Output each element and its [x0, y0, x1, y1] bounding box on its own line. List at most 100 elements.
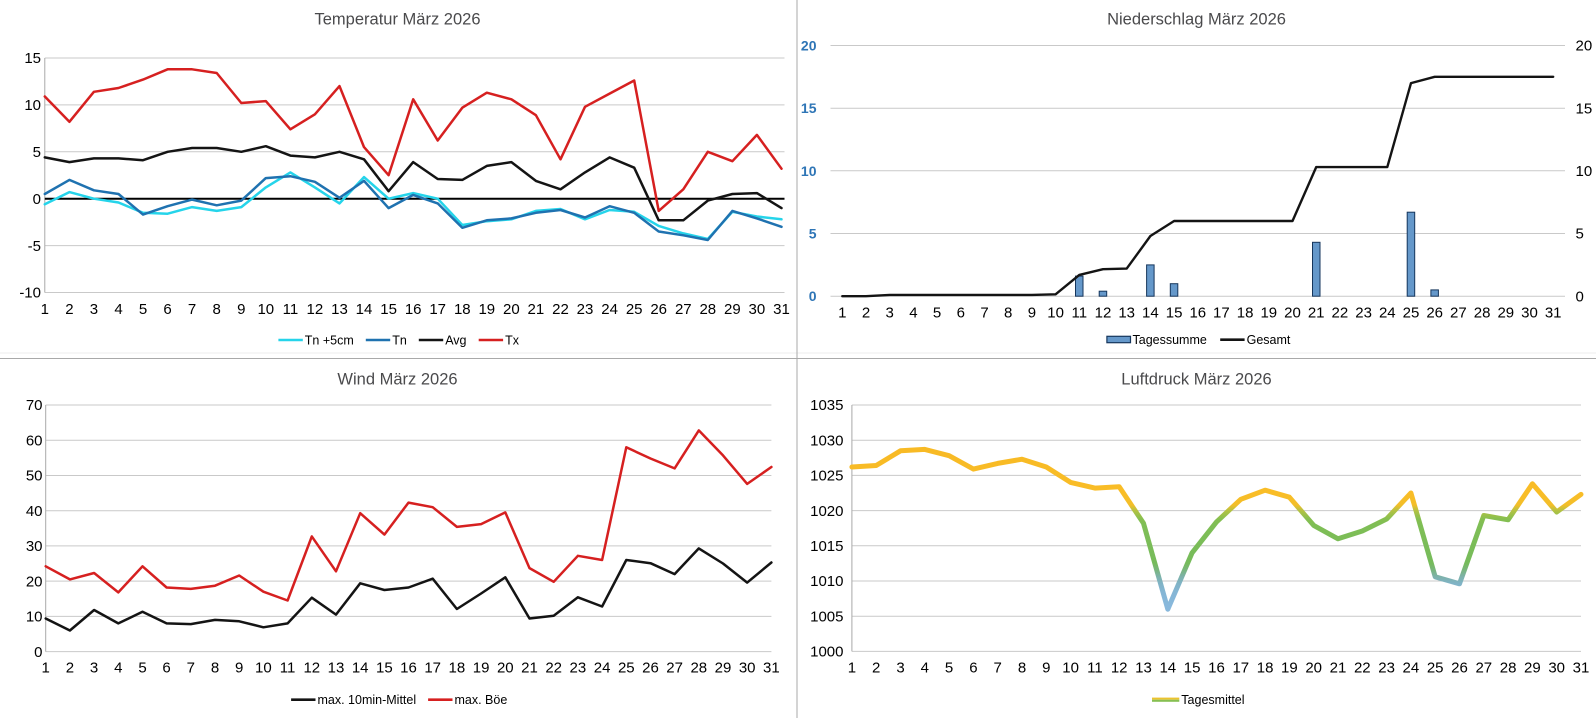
svg-text:28: 28: [690, 660, 707, 677]
svg-text:1: 1: [41, 301, 49, 318]
svg-text:10: 10: [24, 97, 41, 114]
svg-text:17: 17: [1232, 660, 1249, 677]
svg-text:4: 4: [114, 660, 122, 677]
svg-text:10: 10: [1047, 305, 1064, 322]
svg-text:24: 24: [1379, 305, 1396, 322]
svg-text:23: 23: [570, 660, 587, 677]
svg-text:14: 14: [352, 660, 369, 677]
svg-text:16: 16: [405, 301, 422, 318]
svg-text:27: 27: [1475, 660, 1492, 677]
svg-text:30: 30: [26, 538, 43, 555]
svg-text:2: 2: [862, 305, 870, 322]
svg-text:12: 12: [1095, 305, 1112, 322]
svg-text:7: 7: [188, 301, 196, 318]
svg-text:1030: 1030: [810, 432, 843, 449]
svg-text:31: 31: [763, 660, 780, 677]
svg-text:18: 18: [1237, 305, 1254, 322]
svg-text:3: 3: [886, 305, 894, 322]
svg-text:10: 10: [1062, 660, 1079, 677]
svg-text:23: 23: [577, 301, 594, 318]
svg-text:10: 10: [1576, 163, 1593, 180]
svg-text:19: 19: [478, 301, 495, 318]
svg-text:22: 22: [545, 660, 562, 677]
svg-text:1035: 1035: [810, 397, 843, 414]
svg-text:5: 5: [33, 144, 41, 161]
svg-text:Tn: Tn: [392, 333, 407, 347]
svg-text:15: 15: [1184, 660, 1201, 677]
svg-text:15: 15: [1576, 100, 1593, 117]
svg-text:18: 18: [1257, 660, 1274, 677]
svg-text:12: 12: [1111, 660, 1128, 677]
svg-text:8: 8: [1018, 660, 1026, 677]
svg-text:23: 23: [1355, 305, 1372, 322]
svg-text:15: 15: [24, 50, 41, 67]
svg-text:22: 22: [1332, 305, 1349, 322]
svg-text:21: 21: [528, 301, 545, 318]
svg-text:26: 26: [1451, 660, 1468, 677]
svg-text:Avg: Avg: [445, 333, 466, 347]
svg-text:10: 10: [26, 609, 43, 626]
svg-text:1: 1: [848, 660, 856, 677]
svg-text:22: 22: [552, 301, 569, 318]
svg-text:11: 11: [1087, 660, 1103, 677]
svg-text:22: 22: [1354, 660, 1371, 677]
svg-text:31: 31: [1545, 305, 1562, 322]
svg-text:24: 24: [1403, 660, 1420, 677]
svg-text:20: 20: [1305, 660, 1322, 677]
svg-text:26: 26: [1426, 305, 1443, 322]
svg-text:50: 50: [26, 468, 43, 485]
svg-text:10: 10: [801, 163, 817, 179]
svg-text:13: 13: [1135, 660, 1152, 677]
svg-text:max. Böe: max. Böe: [455, 693, 508, 707]
svg-text:20: 20: [503, 301, 520, 318]
svg-text:30: 30: [739, 660, 756, 677]
svg-text:27: 27: [675, 301, 692, 318]
svg-text:Wind März 2026: Wind März 2026: [337, 371, 457, 389]
svg-text:30: 30: [1521, 305, 1538, 322]
svg-text:3: 3: [90, 301, 98, 318]
svg-text:3: 3: [90, 660, 98, 677]
svg-text:Luftdruck März 2026: Luftdruck März 2026: [1121, 371, 1271, 389]
svg-text:9: 9: [1028, 305, 1036, 322]
svg-text:20: 20: [26, 573, 43, 590]
svg-text:2: 2: [66, 660, 74, 677]
svg-text:20: 20: [1576, 38, 1593, 55]
svg-text:-10: -10: [19, 285, 41, 302]
svg-text:29: 29: [724, 301, 741, 318]
svg-text:29: 29: [715, 660, 732, 677]
svg-text:40: 40: [26, 503, 43, 520]
svg-text:13: 13: [331, 301, 348, 318]
svg-text:1005: 1005: [810, 608, 843, 625]
svg-text:11: 11: [283, 301, 299, 318]
svg-text:26: 26: [650, 301, 667, 318]
svg-text:25: 25: [1427, 660, 1444, 677]
svg-text:10: 10: [257, 301, 274, 318]
svg-text:5: 5: [945, 660, 953, 677]
svg-text:70: 70: [26, 397, 43, 414]
svg-text:Tx: Tx: [505, 333, 520, 347]
svg-text:5: 5: [139, 301, 147, 318]
svg-text:26: 26: [642, 660, 659, 677]
svg-text:11: 11: [1072, 305, 1088, 322]
svg-text:21: 21: [521, 660, 538, 677]
svg-text:60: 60: [26, 432, 43, 449]
svg-text:24: 24: [601, 301, 618, 318]
svg-text:1: 1: [838, 305, 846, 322]
svg-text:10: 10: [255, 660, 272, 677]
svg-text:13: 13: [328, 660, 345, 677]
svg-text:31: 31: [1573, 660, 1590, 677]
svg-text:9: 9: [237, 301, 245, 318]
svg-text:0: 0: [1576, 288, 1584, 305]
svg-text:8: 8: [213, 301, 221, 318]
svg-text:24: 24: [594, 660, 611, 677]
svg-text:2: 2: [65, 301, 73, 318]
svg-text:Niederschlag März 2026: Niederschlag März 2026: [1107, 11, 1286, 29]
svg-text:5: 5: [933, 305, 941, 322]
svg-text:6: 6: [162, 660, 170, 677]
svg-text:12: 12: [303, 660, 320, 677]
svg-text:1000: 1000: [810, 644, 843, 661]
svg-text:8: 8: [211, 660, 219, 677]
svg-text:30: 30: [1548, 660, 1565, 677]
svg-text:15: 15: [376, 660, 393, 677]
svg-text:28: 28: [1500, 660, 1517, 677]
